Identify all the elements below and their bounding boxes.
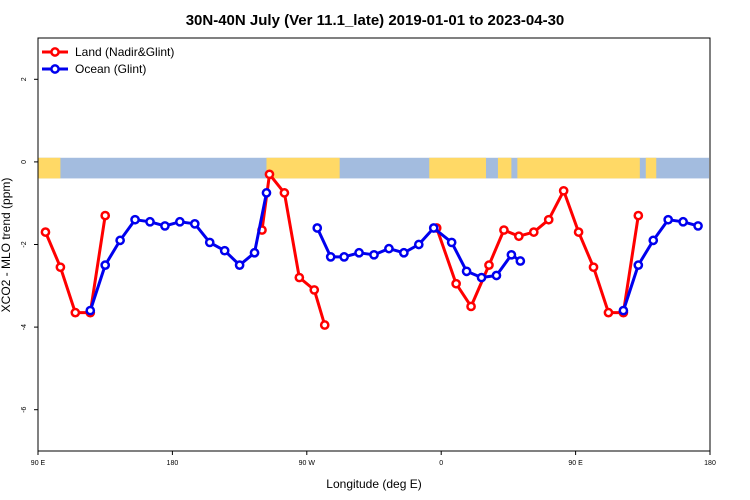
y-tick-label: -2 (21, 241, 28, 247)
x-tick-label: 0 (439, 460, 443, 467)
data-point (261, 188, 272, 198)
series-ocean (85, 188, 703, 316)
data-point (264, 169, 275, 180)
data-point (618, 305, 629, 316)
land-patch (645, 157, 657, 179)
legend-marker (50, 47, 60, 57)
land-patch (38, 157, 61, 179)
data-point (588, 262, 599, 273)
data-point (491, 270, 502, 281)
data-point (160, 221, 170, 231)
data-point (399, 247, 409, 258)
data-point (384, 243, 394, 254)
land-patch (266, 157, 340, 179)
data-point (219, 245, 230, 256)
land-patch (517, 157, 640, 179)
data-point (85, 305, 96, 316)
data-point (603, 307, 614, 318)
series-line (88, 192, 268, 312)
data-point (528, 227, 539, 237)
data-point (558, 185, 569, 196)
data-point (234, 260, 245, 270)
data-point (678, 216, 688, 227)
y-tick-label: -6 (21, 406, 28, 412)
data-point (115, 235, 125, 246)
data-point (499, 225, 509, 235)
data-point (506, 249, 517, 260)
x-axis: 90 E 180 90 W 0 90 E 180 (31, 451, 716, 467)
data-point (70, 307, 81, 318)
data-point (309, 285, 320, 295)
y-tick-label: 0 (21, 160, 28, 164)
data-point (100, 260, 111, 270)
data-point (466, 301, 476, 312)
land-patch (429, 157, 486, 179)
data-point (461, 266, 472, 277)
land-patch (497, 157, 512, 179)
series-line (44, 215, 107, 315)
data-point (312, 223, 323, 233)
chart-title: 30N-40N July (Ver 11.1_late) 2019-01-01 … (186, 12, 565, 29)
y-axis: 2 0 -2 -4 -6 (21, 77, 38, 413)
data-point (249, 247, 260, 258)
y-axis-label: XCO2 - MLO trend (ppm) (0, 178, 13, 313)
y-tick-label: -4 (21, 324, 28, 330)
series-layer (40, 169, 703, 330)
data-point (354, 247, 364, 258)
legend-label: Land (Nadir&Glint) (75, 45, 174, 59)
data-point (413, 239, 424, 250)
data-point (145, 216, 155, 227)
data-point (175, 216, 185, 227)
x-tick-label: 90 E (31, 460, 46, 467)
x-tick-label: 90 W (299, 460, 316, 467)
data-point (476, 272, 487, 283)
x-tick-label: 90 E (568, 460, 583, 467)
x-tick-label: 180 (167, 460, 179, 467)
data-point (648, 235, 659, 246)
data-point (369, 249, 379, 260)
data-point (55, 262, 66, 273)
legend: Land (Nadir&Glint) Ocean (Glint) (42, 45, 174, 76)
series-land (40, 169, 644, 330)
x-axis-label: Longitude (deg E) (326, 477, 421, 491)
series-line (435, 189, 640, 315)
data-point (633, 260, 644, 270)
data-point (573, 227, 584, 237)
data-point (484, 260, 494, 270)
data-point (130, 214, 140, 225)
legend-label: Ocean (Glint) (75, 62, 146, 76)
data-point (446, 237, 457, 248)
legend-marker (50, 64, 60, 74)
data-point (279, 188, 290, 198)
data-point (325, 252, 336, 262)
x-tick-label: 180 (704, 460, 716, 467)
data-point (319, 320, 330, 330)
data-point (663, 214, 674, 225)
data-point (40, 227, 51, 237)
data-point (100, 210, 111, 221)
data-point (514, 231, 524, 242)
data-point (339, 252, 349, 262)
legend-box (39, 39, 199, 79)
data-point (451, 278, 461, 289)
data-point (428, 223, 439, 233)
data-point (633, 210, 644, 221)
land-ocean-strip (38, 157, 709, 179)
series-line (260, 172, 327, 326)
data-point (515, 256, 526, 266)
data-point (543, 214, 554, 225)
data-point (294, 272, 305, 283)
series-line (315, 226, 522, 279)
plot-frame (37, 37, 711, 452)
data-point (204, 237, 215, 248)
data-point (693, 221, 703, 231)
y-tick-label: 2 (21, 77, 28, 81)
data-point (189, 219, 200, 229)
